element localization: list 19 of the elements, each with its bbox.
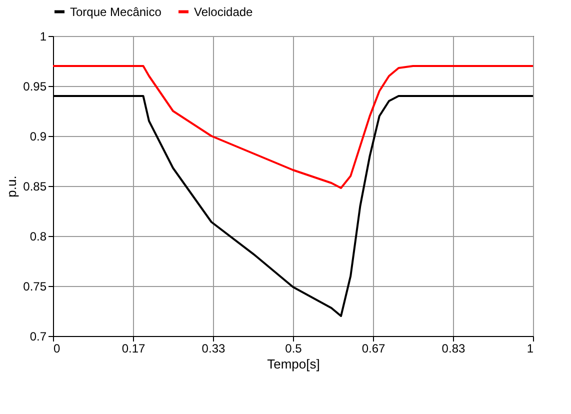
y-tick-label: 0.8 <box>30 230 47 244</box>
y-tick-label: 0.95 <box>23 80 47 94</box>
x-axis-title: Tempo[s] <box>267 356 320 372</box>
x-tick-label: 0.67 <box>362 342 386 356</box>
legend-label: Torque Mecânico <box>70 4 162 19</box>
line-series <box>52 65 534 189</box>
y-tick-label: 0.7 <box>30 330 47 344</box>
y-tick-label: 0.9 <box>30 130 47 144</box>
x-tick-label: 0.5 <box>285 342 302 356</box>
x-tick-label: 1 <box>526 342 534 356</box>
x-tick-label: 0.33 <box>202 342 226 356</box>
x-tick-label: 0 <box>54 342 60 356</box>
x-tick-label: 0.17 <box>122 342 146 356</box>
legend-label: Velocidade <box>194 4 254 19</box>
x-tick-label: 0.83 <box>442 342 466 356</box>
y-axis-title: p.u. <box>4 176 20 198</box>
y-tick-label: 0.85 <box>23 180 47 194</box>
y-tick-label: 1 <box>40 30 47 44</box>
y-tick-label: 0.75 <box>23 280 47 294</box>
